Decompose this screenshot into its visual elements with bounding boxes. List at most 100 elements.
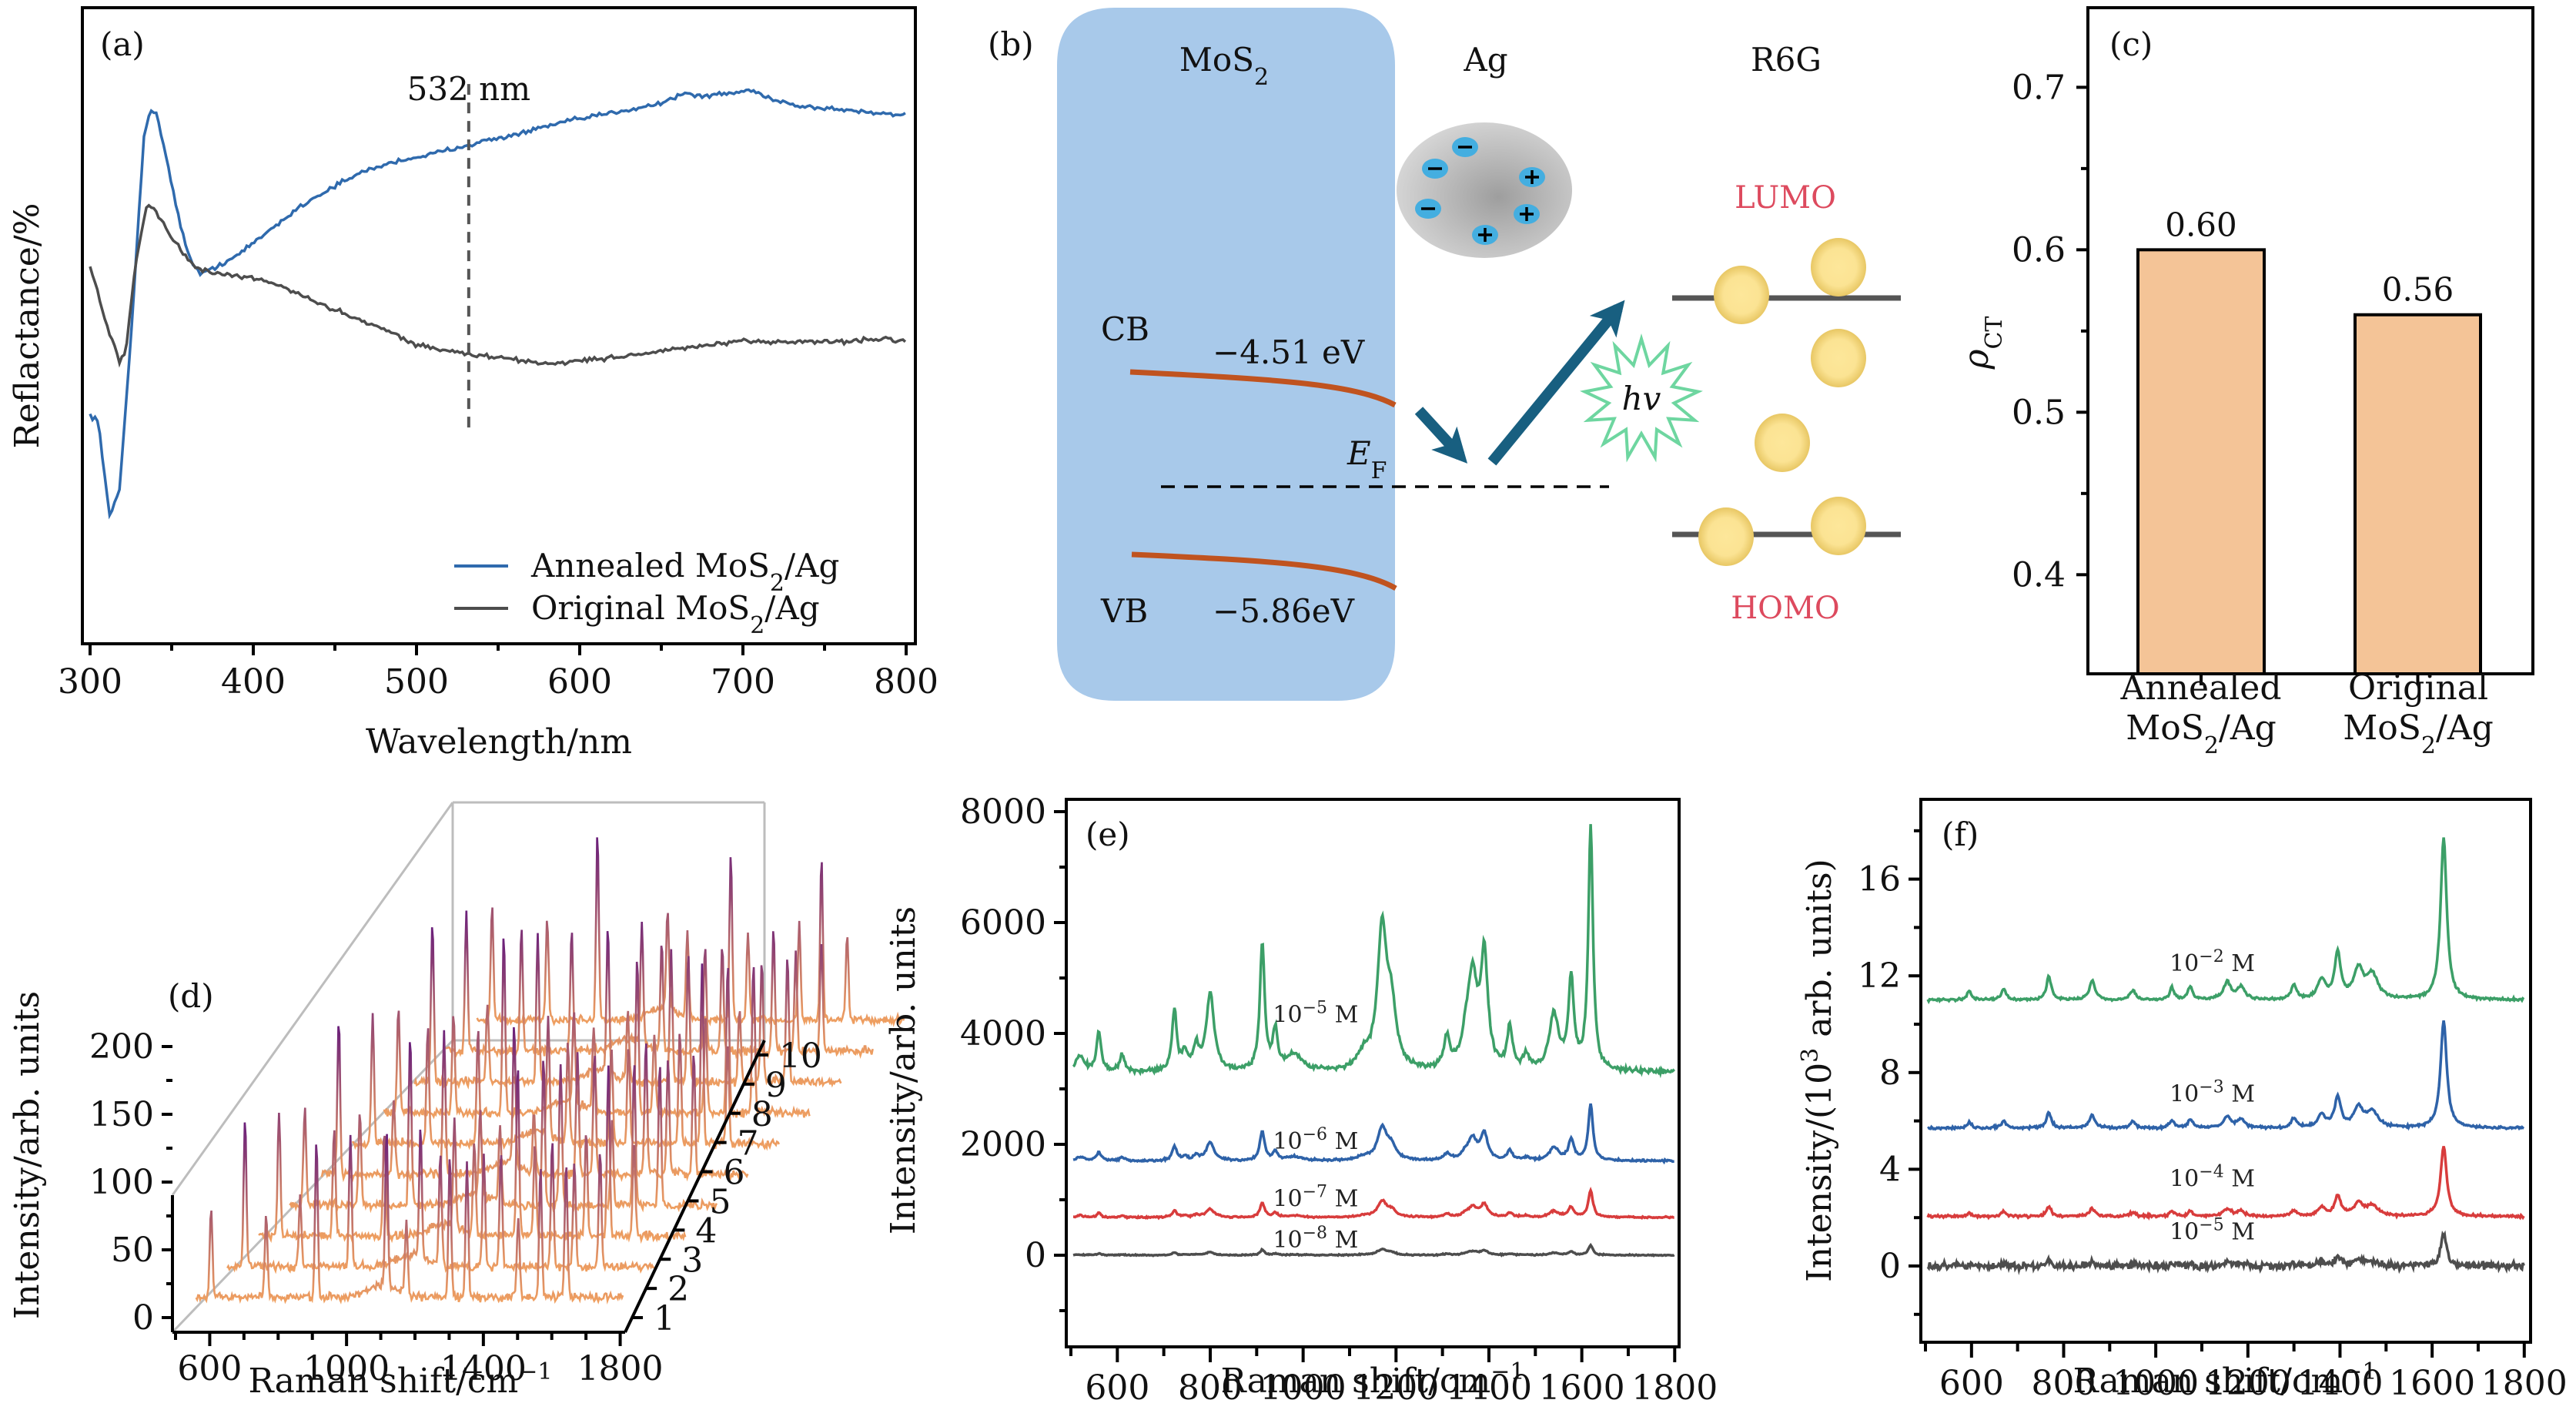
panel-a-label: (a) (100, 25, 145, 63)
depth-tick-label: 4 (695, 1211, 717, 1251)
x-tick-label: 400 (221, 662, 286, 702)
spectrum-108M (1072, 1242, 1675, 1258)
series-line-original (89, 203, 907, 368)
waterfall-trace-10 (476, 837, 905, 1028)
panel-e-frame (1065, 798, 1681, 1348)
ag-surface-charges (1415, 137, 1545, 245)
x-tick-label: 1800 (1631, 1368, 1718, 1408)
y-tick-label: 8 (1879, 1053, 1901, 1093)
spectrum-107M (1073, 1187, 1674, 1221)
y-tick-label: 0.6 (2012, 230, 2066, 270)
panel-c-category-original-line1: Original (2348, 668, 2488, 708)
ag-nanoparticle (1397, 122, 1572, 258)
series-label: 10−7 M (1273, 1182, 1358, 1213)
waterfall-trace-5 (320, 1026, 749, 1183)
panel-a-x-axis-title: Wavelength/nm (366, 722, 632, 762)
y-tick-label: 12 (1858, 956, 1901, 996)
x-tick-label: 500 (384, 662, 449, 702)
panel-c-category-annealed-line2: MoS2/Ag (2126, 708, 2277, 759)
y-tick-label: 0 (1879, 1247, 1901, 1286)
series-label: 10−4 M (2170, 1162, 2255, 1193)
fermi-level-label: EF (1347, 434, 1387, 484)
panel-a-series (89, 88, 907, 520)
vb-energy-value: −5.86eV (1213, 592, 1355, 630)
spectrum-104M (1926, 1146, 2525, 1221)
depth-tick-label: 3 (681, 1241, 703, 1280)
x-tick-label: 1200 (1353, 1368, 1439, 1408)
box-edge (171, 802, 454, 1196)
x-tick-label: 1400 (2297, 1364, 2383, 1403)
y-tick-label: 0 (1025, 1236, 1046, 1275)
series-label: 10−8 M (1273, 1223, 1358, 1254)
spectrum-105M (1072, 824, 1676, 1079)
panel-f-ticks: 600 800 1000 1200 1400 1600 1800 0 4 8 12 16 (1858, 829, 2568, 1403)
bar-annealed (2136, 248, 2266, 676)
waterfall-trace-6 (351, 963, 781, 1151)
waterfall-trace-3 (258, 1065, 687, 1244)
x-tick-label: 600 (1939, 1364, 2004, 1403)
panel-c-category-original-line2: MoS2/Ag (2343, 708, 2494, 759)
panel-f-x-axis-title: Raman shift/cm−1 (2073, 1358, 2377, 1402)
bar-value-label: 0.60 (2165, 206, 2237, 243)
x-tick-label: 1600 (2389, 1364, 2475, 1403)
z-tick-label: 200 (89, 1027, 154, 1067)
panel-f-label: (f) (1942, 816, 1979, 853)
r6g-molecules (1698, 238, 1866, 566)
panel-e-series-labels: 10−5 M 10−6 M 10−7 M 10−8 M (1273, 998, 1358, 1254)
panel-e-y-axis-title: Intensity/arb. units (884, 906, 923, 1234)
depth-tick-label: 7 (738, 1124, 759, 1164)
legend-annealed-label: Annealed MoS2/Ag (530, 547, 839, 597)
panel-c-y-axis-title: ρCT (1957, 316, 2008, 370)
panel-c-label: (c) (2109, 25, 2153, 63)
x-tick-label: 600 (1085, 1368, 1149, 1408)
panel-c-x-ticks (2200, 674, 2420, 685)
cb-energy-value: −4.51 eV (1213, 333, 1365, 371)
y-tick-label: 6000 (960, 903, 1046, 943)
z-tick-label: 0 (132, 1298, 154, 1338)
waterfall-trace-2 (226, 1122, 655, 1274)
x-tick-label: 700 (711, 662, 775, 702)
spectrum-103M (1927, 1020, 2525, 1132)
panel-c-bar-chart: (c) 0.60 0.56 0.4 0.5 0.6 0.7 ρCT Annealed M… (1957, 6, 2534, 759)
z-tick-label: 100 (89, 1163, 154, 1202)
panel-e-series (1072, 824, 1676, 1258)
panel-e-ticks: 600 800 1000 1200 1400 1600 1800 0 2000 4000 6000 8… (960, 792, 1718, 1408)
x-tick-label: 1000 (1260, 1368, 1347, 1408)
y-tick-label: 2000 (960, 1125, 1046, 1164)
panel-c-category-annealed-line1: Annealed (2120, 668, 2282, 708)
series-label: 10−3 M (2170, 1077, 2255, 1108)
vb-label: VB (1100, 592, 1148, 630)
panel-a-reflectance-chart: (a) 300 400 500 600 700 800 532 nm Annealed M… (8, 6, 938, 762)
waterfall-trace-9 (445, 910, 874, 1060)
r6g-molecule (1811, 329, 1866, 387)
panel-b-energy-diagram: (b) MoS2 Ag R6G CB −4.51 eV VB −5.86eV E… (988, 8, 1901, 701)
x-tick-label: 800 (874, 662, 938, 702)
y-tick-label: 16 (1858, 860, 1901, 899)
panel-d-traces (195, 837, 905, 1305)
depth-tick-label: 9 (765, 1066, 787, 1105)
mos2-block (1057, 8, 1395, 701)
r6g-molecule (1714, 266, 1769, 324)
x-tick-label: 600 (547, 662, 612, 702)
y-tick-label: 8000 (960, 792, 1046, 832)
bar-original (2354, 313, 2482, 675)
panel-c-bars: 0.60 0.56 (2136, 206, 2482, 676)
photon-burst-icon (1580, 333, 1703, 463)
x-tick-label: 1200 (2205, 1364, 2291, 1403)
conduction-band-line (1129, 369, 1397, 408)
series-label: 10−2 M (2170, 946, 2255, 977)
lumo-label: LUMO (1735, 180, 1836, 216)
panel-f-raman-chart: (f) 600 800 1000 1200 1400 1600 1800 0 4 8 12 16 10… (1797, 798, 2568, 1403)
r6g-molecule (1811, 238, 1866, 296)
series-line-annealed (89, 88, 906, 520)
waterfall-trace-1 (195, 1134, 624, 1305)
box-edge (171, 1039, 454, 1334)
r6g-molecule (1811, 497, 1866, 555)
z-tick-label: 150 (89, 1095, 154, 1134)
series-label: 10−5 M (1273, 998, 1358, 1029)
x-tick-label: 300 (58, 662, 122, 702)
panel-e-label: (e) (1086, 816, 1130, 853)
cb-label: CB (1101, 310, 1149, 348)
